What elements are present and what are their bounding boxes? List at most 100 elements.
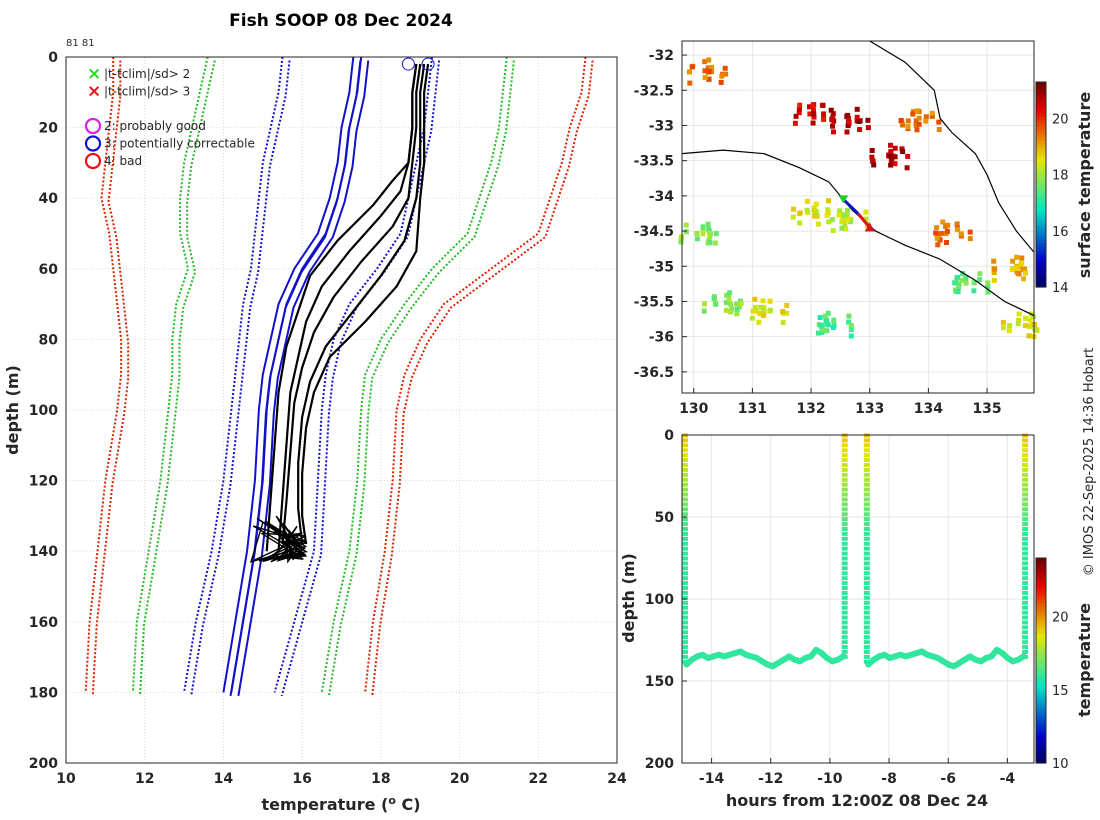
sst-pixel bbox=[807, 111, 813, 117]
sst-pixel bbox=[797, 210, 803, 216]
profile-y-ticks: 0 20 40 60 80 100 120 140 160 180 200 bbox=[29, 50, 58, 772]
colorbar-swatch bbox=[1036, 215, 1046, 220]
sst-pixel bbox=[865, 117, 871, 123]
vertical-cast-point bbox=[863, 566, 870, 571]
vertical-cast-point bbox=[863, 438, 870, 443]
vertical-cast-point bbox=[841, 630, 848, 635]
clim-3sd-high bbox=[364, 56, 587, 693]
sst-pixel bbox=[929, 110, 935, 116]
colorbar-swatch bbox=[1036, 164, 1046, 169]
sst-pixel bbox=[955, 289, 961, 295]
sst-pixel bbox=[898, 118, 904, 123]
sst-pixel bbox=[1027, 323, 1032, 329]
sst-pixel bbox=[905, 118, 911, 124]
colorbar-swatch bbox=[1036, 177, 1046, 182]
vertical-cast-point bbox=[841, 581, 848, 586]
sst-pixel bbox=[839, 225, 845, 231]
sst-pixel bbox=[971, 288, 977, 294]
colorbar-swatch bbox=[1036, 701, 1046, 706]
y-tick-label: 180 bbox=[29, 685, 58, 701]
ts-x-tick-label: -10 bbox=[817, 771, 843, 787]
vertical-cast-point bbox=[1022, 526, 1029, 531]
sst-pixel bbox=[899, 146, 905, 152]
vertical-cast-point bbox=[863, 541, 870, 546]
colorbar-swatch bbox=[1036, 581, 1046, 586]
sst-pixel bbox=[828, 107, 834, 113]
vertical-cast-point bbox=[1022, 600, 1029, 605]
vertical-cast-point bbox=[841, 571, 848, 576]
vertical-cast-point bbox=[863, 477, 870, 482]
colorbar-swatch bbox=[1036, 558, 1046, 563]
colorbar-swatch bbox=[1036, 228, 1046, 233]
sst-pixel bbox=[822, 313, 828, 319]
vertical-cast-point bbox=[841, 625, 848, 630]
sst-pixel bbox=[985, 280, 991, 286]
sst-pixel bbox=[1001, 325, 1006, 331]
vertical-cast-point bbox=[863, 472, 870, 477]
sst-pixel bbox=[817, 315, 823, 321]
legend-label: |t-tclim|/sd> 3 bbox=[104, 85, 190, 99]
vertical-cast-point bbox=[863, 630, 870, 635]
map-x-tick-label: 134 bbox=[914, 401, 943, 417]
colorbar-swatch bbox=[1036, 143, 1046, 148]
colorbar-swatch bbox=[1036, 619, 1046, 624]
colorbar-swatch bbox=[1036, 256, 1046, 261]
clim-mean-low bbox=[222, 56, 355, 693]
vertical-cast-point bbox=[681, 625, 688, 630]
sst-pixel bbox=[830, 123, 835, 129]
x-tick-label: 20 bbox=[450, 771, 470, 787]
vertical-cast-point bbox=[681, 581, 688, 586]
colorbar-swatch bbox=[1036, 694, 1046, 699]
timeseries-x-ticks: -14 -12 -10 -8 -6 -4 bbox=[699, 758, 1015, 787]
sst-pixel bbox=[977, 271, 983, 277]
flag-marker bbox=[401, 57, 415, 71]
vertical-cast-point bbox=[681, 649, 688, 654]
sst-pixel bbox=[836, 212, 842, 218]
vertical-cast-point bbox=[841, 595, 848, 600]
sst-pixel bbox=[863, 216, 869, 222]
legend-label: 3: potentially correctable bbox=[104, 137, 255, 151]
vertical-cast-point bbox=[681, 630, 688, 635]
vertical-cast-point bbox=[863, 625, 870, 630]
vertical-cast-point bbox=[1022, 467, 1029, 472]
track-segment bbox=[842, 198, 860, 215]
sst-pixel bbox=[937, 237, 943, 243]
sst-pixel bbox=[846, 313, 852, 319]
x-tick-label: 18 bbox=[371, 771, 390, 787]
vertical-cast-point bbox=[841, 556, 848, 561]
vertical-cast-point bbox=[1022, 482, 1029, 487]
sst-pixel bbox=[823, 317, 829, 323]
sst-pixel bbox=[723, 307, 729, 313]
colorbar-swatch bbox=[1036, 85, 1046, 90]
colorbar-swatch bbox=[1036, 198, 1046, 203]
sst-pixel bbox=[767, 307, 773, 313]
vertical-cast-point bbox=[681, 645, 688, 650]
vertical-cast-point bbox=[841, 448, 848, 453]
sst-pixel bbox=[718, 79, 724, 85]
ts-x-tick-label: -12 bbox=[758, 771, 783, 787]
map-x-tick-label: 130 bbox=[679, 401, 708, 417]
x-label-head: temperature ( bbox=[261, 795, 388, 814]
sst-pixel bbox=[811, 205, 817, 211]
sst-pixel bbox=[791, 206, 796, 212]
colorbar-swatch bbox=[1036, 133, 1046, 138]
vertical-cast-point bbox=[1022, 551, 1029, 556]
colorbar-swatch bbox=[1036, 174, 1046, 179]
vertical-cast-point bbox=[863, 645, 870, 650]
vertical-cast-point bbox=[681, 620, 688, 625]
sst-pixel bbox=[856, 119, 862, 124]
vertical-cast-point bbox=[863, 640, 870, 645]
y-tick-label: 200 bbox=[29, 756, 58, 772]
sst-pixel bbox=[767, 298, 773, 304]
vertical-cast-point bbox=[863, 615, 870, 620]
sst-pixel bbox=[790, 214, 796, 220]
profile-x-label: temperature (o C) bbox=[261, 794, 420, 814]
sst-pixel bbox=[706, 226, 712, 232]
colorbar-swatch bbox=[1036, 126, 1046, 131]
sst-pixel bbox=[991, 270, 997, 275]
sst-pixel bbox=[793, 113, 799, 119]
ts-y-tick-label: 100 bbox=[645, 592, 674, 608]
sst-pixel bbox=[728, 301, 733, 307]
colorbar-tick-label: 16 bbox=[1052, 225, 1069, 240]
sst-pixel bbox=[1000, 319, 1006, 325]
